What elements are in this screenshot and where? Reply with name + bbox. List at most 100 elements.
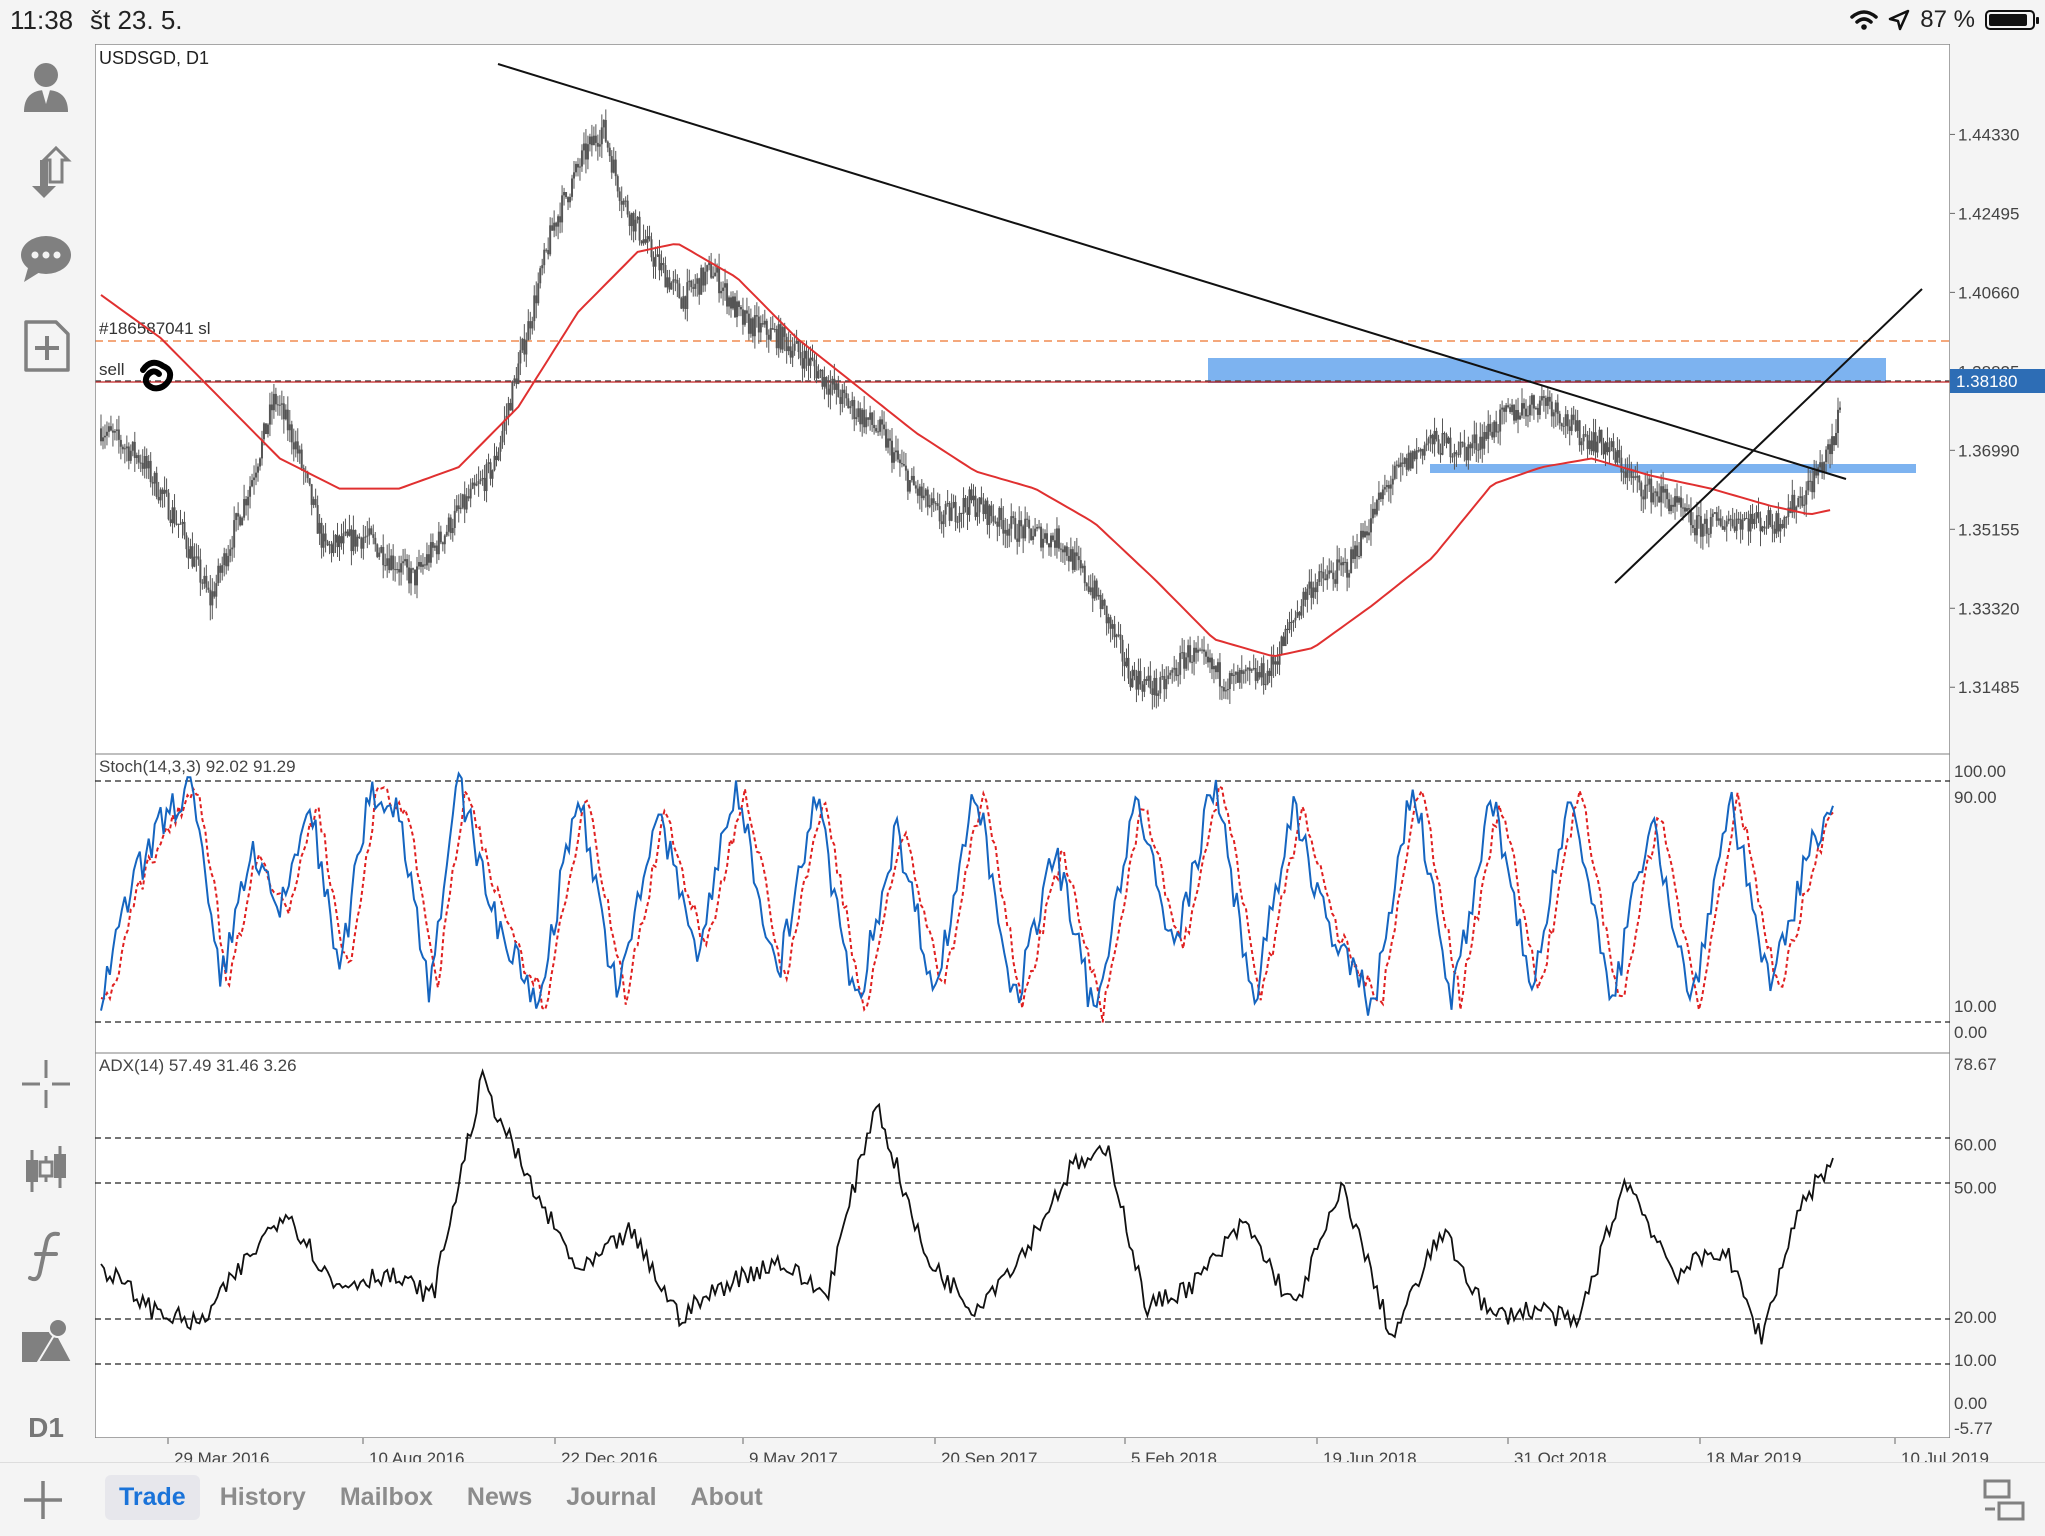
candle-body — [765, 320, 768, 335]
chart-area[interactable]: USDSGD, D1 #186587041 sl sell Stoch(14,3… — [95, 44, 2045, 1468]
candle-body — [809, 357, 812, 366]
candle-body — [638, 216, 641, 241]
candle-body — [1610, 441, 1613, 448]
status-bar: 11:38 št 23. 5. 87 % — [0, 0, 2045, 40]
candle-body — [423, 564, 426, 566]
candle-body — [553, 222, 556, 231]
indicators-button[interactable] — [16, 1226, 76, 1286]
candle-body — [1111, 624, 1114, 629]
trade-button[interactable] — [16, 142, 76, 202]
candle-body — [1093, 580, 1096, 599]
candle-body — [346, 531, 349, 536]
candle-body — [251, 480, 254, 487]
chat-button[interactable] — [16, 228, 76, 288]
candle-body — [1634, 476, 1637, 478]
price-tick-label: 1.36990 — [1958, 441, 2019, 460]
candle-body — [374, 537, 377, 545]
candle-body — [1201, 649, 1204, 651]
candle-body — [1837, 409, 1840, 433]
tab-list: Trade History Mailbox News Journal About — [105, 1475, 777, 1520]
candle-body — [467, 496, 470, 499]
candle-body — [499, 442, 502, 452]
tab-news[interactable]: News — [466, 1483, 533, 1511]
objects-button[interactable] — [16, 1312, 76, 1372]
candle-body — [1614, 451, 1617, 463]
new-order-button[interactable] — [16, 316, 76, 376]
candle-body — [692, 287, 695, 289]
candle-body — [889, 438, 892, 441]
tab-history[interactable]: History — [219, 1483, 306, 1511]
candle-body — [388, 558, 391, 571]
candle-body — [338, 536, 341, 548]
candle-body — [825, 377, 828, 389]
candle-body — [1260, 663, 1263, 678]
candle-body — [461, 494, 464, 508]
candle-body — [718, 267, 721, 294]
chart-svg[interactable]: USDSGD, D1 #186587041 sl sell Stoch(14,3… — [95, 44, 1950, 1438]
candle-body — [990, 505, 993, 517]
candle-body — [946, 503, 949, 505]
candle-body — [596, 142, 599, 147]
candle-body — [1218, 662, 1221, 687]
candle-body — [1179, 653, 1182, 675]
resistance-zone[interactable] — [1208, 358, 1886, 383]
candle-body — [912, 475, 915, 486]
tab-trade[interactable]: Trade — [105, 1475, 200, 1520]
candle-body — [320, 522, 323, 548]
candle-body — [588, 136, 591, 145]
candle-body — [900, 463, 903, 465]
candle-body — [455, 505, 458, 511]
tab-mailbox[interactable]: Mailbox — [339, 1483, 433, 1511]
candle-body — [1135, 675, 1138, 690]
candle-body — [791, 350, 794, 358]
candle-body — [610, 156, 613, 173]
crosshair-button[interactable] — [16, 1054, 76, 1114]
support-zone[interactable] — [1430, 464, 1916, 473]
candle-body — [1079, 560, 1082, 569]
candle-body — [1433, 430, 1436, 445]
candle-body — [1163, 676, 1166, 690]
candle-body — [944, 504, 947, 515]
candle-body — [1664, 488, 1667, 493]
candle-body — [549, 225, 552, 255]
candle-body — [471, 482, 474, 489]
add-icon[interactable] — [18, 1475, 68, 1525]
candle-body — [1431, 434, 1434, 445]
candle-body — [1831, 436, 1834, 455]
tab-journal[interactable]: Journal — [566, 1483, 657, 1511]
candle-body — [1020, 520, 1023, 527]
candle-body — [1703, 518, 1706, 524]
candle-body — [1493, 421, 1496, 438]
candle-body — [932, 498, 935, 504]
chart-type-button[interactable] — [16, 1140, 76, 1200]
candle-body — [1340, 562, 1343, 566]
candle-body — [1034, 528, 1037, 537]
candle-body — [1222, 687, 1225, 692]
candle-body — [1839, 407, 1841, 410]
candle-body — [163, 489, 166, 494]
layout-icon[interactable] — [1981, 1477, 2027, 1523]
trendline-downtrend[interactable] — [497, 63, 1847, 480]
tab-about[interactable]: About — [690, 1483, 763, 1511]
trendline-uptrend[interactable] — [1614, 288, 1923, 584]
candle-body — [384, 565, 387, 567]
timeframe-button[interactable]: D1 — [16, 1398, 76, 1458]
candle-body — [501, 430, 504, 443]
candle-body — [235, 513, 238, 521]
candle-body — [1588, 440, 1591, 450]
candle-body — [745, 310, 748, 314]
candle-body — [253, 477, 256, 481]
candle-body — [1511, 404, 1514, 413]
candle-body — [1099, 594, 1102, 610]
candle-body — [155, 472, 158, 497]
candle-body — [952, 501, 955, 508]
candle-body — [592, 135, 595, 146]
candle-body — [459, 507, 462, 510]
price-axis: 1.443301.424951.406601.388251.369901.351… — [1950, 44, 2045, 1438]
candle-body — [559, 216, 562, 223]
candle-body — [829, 384, 832, 395]
account-button[interactable] — [16, 56, 76, 116]
candle-body — [1622, 471, 1625, 473]
candle-body — [696, 278, 699, 284]
candle-body — [797, 340, 800, 353]
